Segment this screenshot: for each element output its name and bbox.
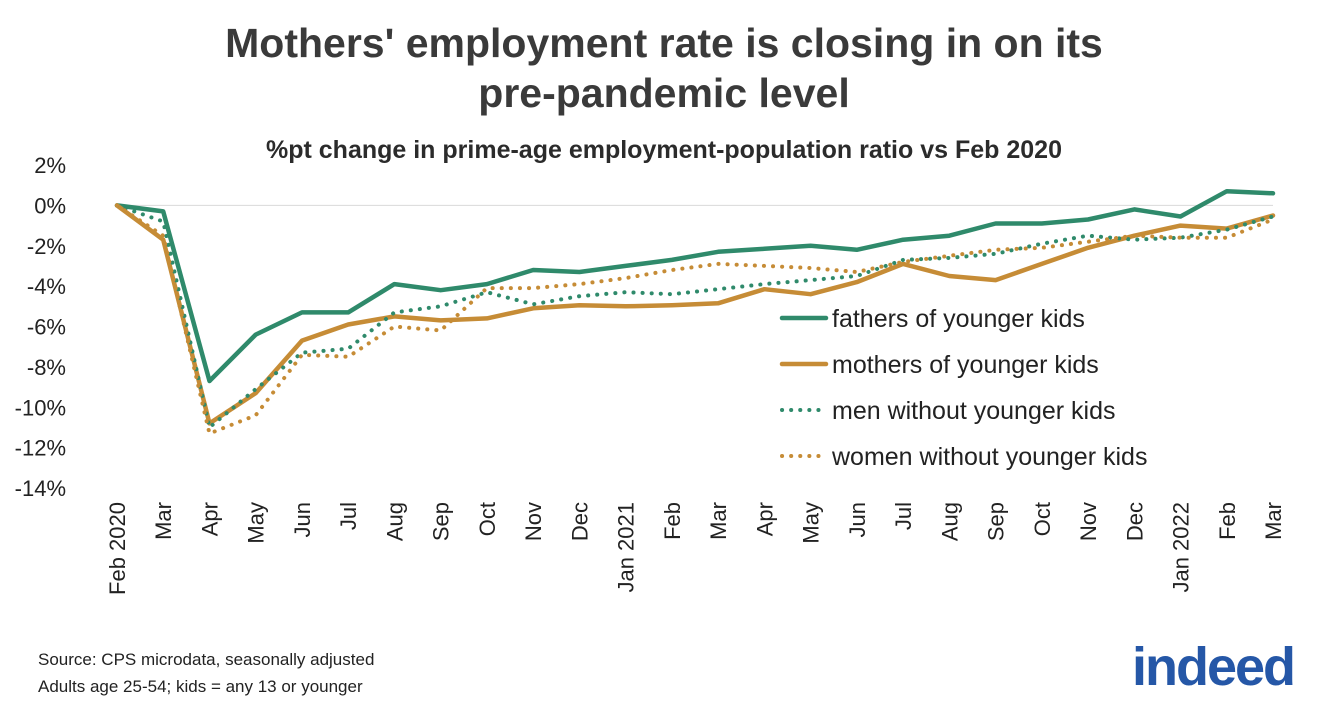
x-tick-label: Feb <box>660 502 685 540</box>
y-tick-label: -12% <box>15 436 66 461</box>
x-tick-label: Sep <box>429 502 454 541</box>
x-tick-label: Dec <box>567 502 592 541</box>
x-tick-label: Sep <box>984 502 1009 541</box>
y-tick-label: 0% <box>34 193 66 218</box>
series-line-mothers-of-younger-kids <box>114 203 1276 426</box>
x-tick-label: Dec <box>1122 502 1147 541</box>
x-tick-label: Jul <box>891 502 916 530</box>
x-tick-label: Feb 2020 <box>105 502 130 595</box>
source-note: Source: CPS microdata, seasonally adjust… <box>38 650 375 669</box>
definitions-note: Adults age 25-54; kids = any 13 or young… <box>38 677 363 696</box>
y-tick-label: -6% <box>27 315 66 340</box>
legend-label: women without younger kids <box>831 443 1147 471</box>
x-tick-label: Jul <box>336 502 361 530</box>
series-line-women-without-younger-kids <box>115 203 1275 436</box>
x-tick-label: May <box>799 502 824 544</box>
indeed-logo: indeed <box>1124 632 1314 702</box>
x-tick-label: Aug <box>937 502 962 541</box>
y-tick-label: -2% <box>27 234 66 259</box>
x-tick-label: Oct <box>475 502 500 536</box>
x-tick-label: Oct <box>1030 502 1055 536</box>
legend-label: fathers of younger kids <box>832 305 1085 333</box>
chart-title-line-2: pre-pandemic level <box>478 70 850 116</box>
chart-title: Mothers' employment rate is closing in o… <box>0 18 1328 118</box>
x-tick-label: Mar <box>151 502 176 540</box>
indeed-logo-text: indeed <box>1132 637 1296 697</box>
legend-label: men without younger kids <box>832 397 1115 425</box>
x-tick-label: Mar <box>706 502 731 540</box>
y-tick-label: -14% <box>15 476 66 501</box>
y-tick-label: -4% <box>27 274 66 299</box>
x-tick-label: Mar <box>1261 502 1286 540</box>
x-tick-label: Apr <box>752 502 777 536</box>
y-tick-label: 2% <box>34 153 66 178</box>
x-tick-label: Jun <box>845 502 870 537</box>
y-tick-label: -8% <box>27 355 66 380</box>
x-tick-label: May <box>244 502 269 544</box>
chart-subtitle: %pt change in prime-age employment-popul… <box>266 136 1062 164</box>
legend-label: mothers of younger kids <box>832 351 1099 379</box>
x-tick-label: Nov <box>521 502 546 541</box>
x-tick-label: Aug <box>382 502 407 541</box>
x-tick-label: Feb <box>1215 502 1240 540</box>
x-tick-label: Jan 2021 <box>614 502 639 593</box>
chart-title-line-1: Mothers' employment rate is closing in o… <box>225 20 1103 66</box>
x-tick-label: Apr <box>197 502 222 536</box>
x-tick-label: Jun <box>290 502 315 537</box>
series-line-men-without-younger-kids <box>115 203 1275 430</box>
x-tick-label: Nov <box>1076 502 1101 541</box>
series-line-fathers-of-younger-kids <box>114 188 1276 384</box>
y-tick-label: -10% <box>15 395 66 420</box>
x-tick-label: Jan 2022 <box>1169 502 1194 593</box>
